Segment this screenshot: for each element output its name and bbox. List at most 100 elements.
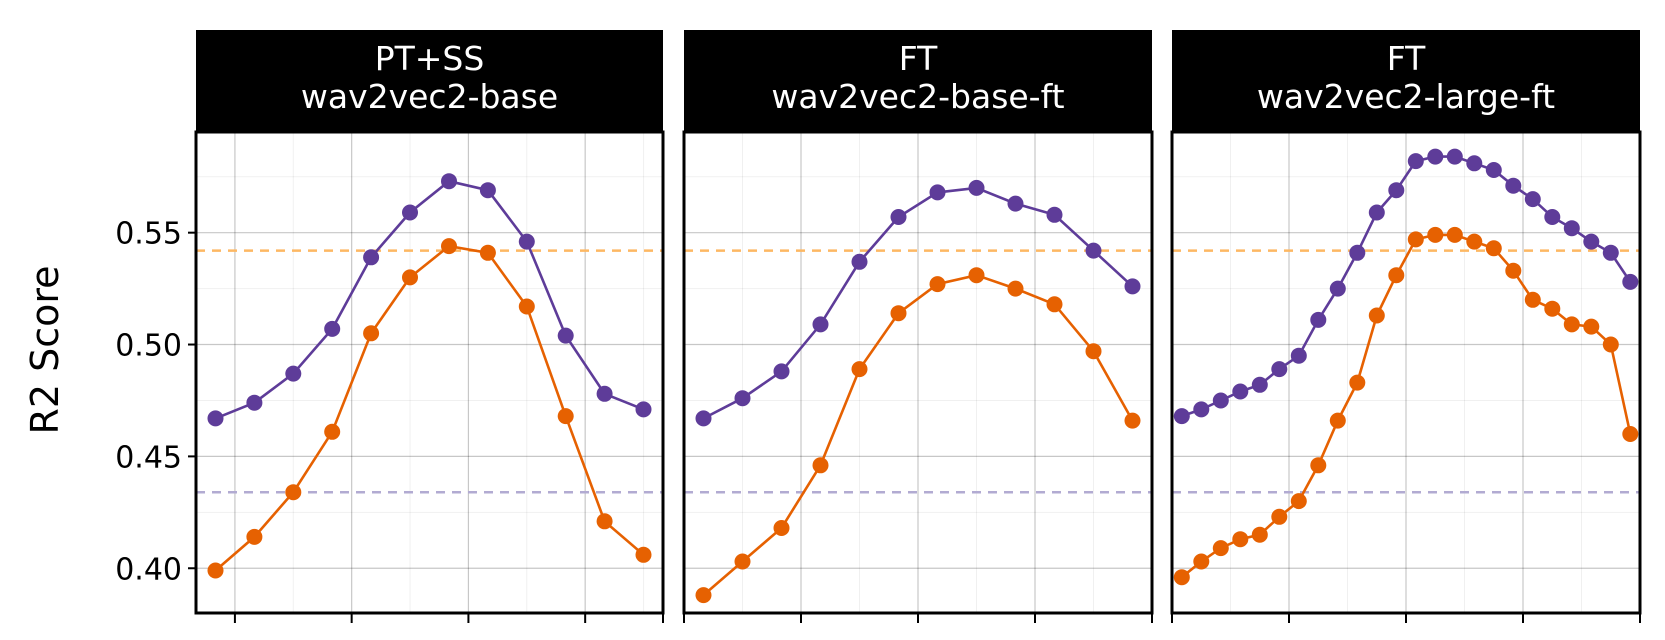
- data-point: [1212, 540, 1229, 557]
- data-point: [1046, 206, 1063, 223]
- data-point: [518, 233, 535, 250]
- data-point: [1602, 244, 1619, 261]
- data-point: [402, 204, 418, 221]
- data-point: [1085, 242, 1102, 259]
- plot-area: [196, 132, 663, 613]
- data-point: [1173, 408, 1190, 425]
- data-point: [812, 457, 829, 474]
- data-point: [1007, 195, 1024, 212]
- series-line: [214, 244, 645, 572]
- data-point: [1271, 361, 1288, 378]
- y-tick-label: 0.55: [115, 217, 182, 252]
- series-line: [215, 179, 644, 420]
- data-point: [851, 361, 868, 378]
- data-point: [1446, 148, 1463, 165]
- data-point: [246, 528, 263, 545]
- data-point: [285, 484, 302, 501]
- data-point: [557, 408, 574, 425]
- data-point: [1193, 401, 1210, 418]
- data-point: [207, 562, 224, 579]
- data-point: [851, 253, 868, 270]
- plot-area: [684, 132, 1152, 613]
- data-point: [1602, 336, 1619, 353]
- data-point: [1622, 426, 1639, 442]
- data-point: [207, 410, 224, 427]
- panel-title-line1: FT: [1387, 39, 1426, 78]
- data-point: [1193, 553, 1210, 570]
- panel-strip: [684, 30, 1152, 132]
- data-point: [596, 385, 613, 402]
- data-point: [1485, 162, 1502, 178]
- data-point: [695, 410, 712, 427]
- data-point: [1007, 280, 1024, 297]
- data-point: [1251, 526, 1268, 543]
- data-point: [1290, 493, 1307, 510]
- data-point: [324, 423, 341, 440]
- data-point: [1524, 291, 1541, 308]
- data-point: [1046, 296, 1063, 313]
- data-point: [929, 276, 946, 293]
- data-point: [1290, 347, 1307, 364]
- data-point: [890, 305, 907, 322]
- panel-border: [194, 130, 665, 615]
- data-point: [734, 390, 751, 407]
- data-point: [968, 267, 985, 284]
- data-point: [1251, 376, 1268, 393]
- plot-area: [1172, 132, 1640, 613]
- panel-title-line1: FT: [899, 39, 938, 78]
- data-point: [363, 249, 380, 266]
- data-point: [1583, 233, 1600, 250]
- data-point: [1232, 383, 1249, 400]
- y-tick-label: 0.45: [115, 440, 182, 475]
- panel-title-line2: wav2vec2-base-ft: [771, 77, 1064, 116]
- data-point: [1085, 343, 1102, 360]
- data-point: [1271, 508, 1288, 525]
- data-point: [324, 320, 341, 337]
- data-point: [1173, 569, 1190, 586]
- data-point: [1388, 182, 1405, 199]
- data-point: [734, 553, 751, 570]
- data-point: [441, 238, 457, 255]
- data-point: [1505, 262, 1522, 279]
- data-point: [596, 513, 613, 530]
- data-point: [1485, 240, 1502, 257]
- data-point: [635, 546, 652, 563]
- data-point: [1524, 191, 1541, 208]
- data-point: [1583, 318, 1600, 335]
- data-point: [1310, 457, 1327, 474]
- data-point: [363, 325, 380, 342]
- data-point: [246, 394, 263, 411]
- data-point: [518, 298, 535, 315]
- data-point: [1349, 244, 1366, 261]
- data-point: [1427, 226, 1444, 243]
- data-point: [1466, 233, 1483, 250]
- data-point: [1310, 311, 1327, 328]
- data-point: [929, 184, 946, 201]
- data-point: [812, 316, 829, 333]
- data-point: [1124, 412, 1141, 429]
- data-point: [635, 401, 652, 418]
- data-point: [1622, 273, 1639, 290]
- data-point: [773, 520, 790, 536]
- data-point: [1446, 226, 1463, 243]
- chart-panels: PT+SSwav2vec2-baseFTwav2vec2-base-ftFTwa…: [194, 30, 1642, 623]
- data-point: [557, 327, 574, 344]
- y-tick-label: 0.50: [115, 329, 182, 364]
- panel-strip: [196, 30, 663, 132]
- series-line: [702, 273, 1134, 597]
- data-point: [1124, 278, 1141, 295]
- data-point: [1368, 204, 1385, 221]
- data-point: [1329, 412, 1346, 429]
- data-point: [1427, 148, 1444, 165]
- data-point: [1212, 392, 1229, 409]
- data-point: [1544, 300, 1561, 317]
- data-point: [1563, 220, 1580, 237]
- data-point: [773, 363, 790, 380]
- panel-title-line2: wav2vec2-large-ft: [1257, 77, 1555, 116]
- data-point: [1368, 307, 1385, 324]
- data-point: [1232, 531, 1249, 548]
- panel-title-line1: PT+SS: [375, 39, 485, 78]
